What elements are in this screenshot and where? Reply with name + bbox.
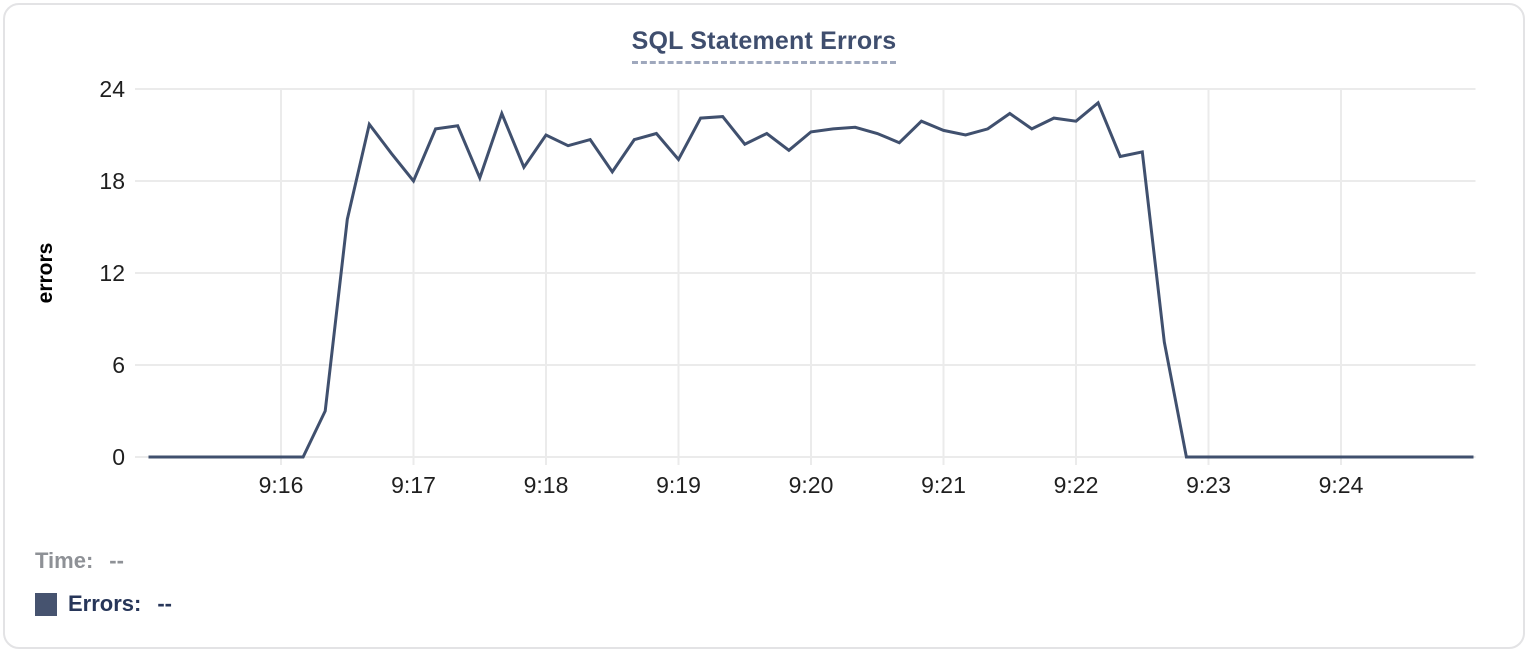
time-value: -- bbox=[109, 548, 124, 573]
errors-line-chart[interactable]: 0 6 12 18 24 9:16 9:17 9:18 9:19 9:20 9:21 9:22 9:23… bbox=[5, 65, 1528, 520]
chart-title-row: SQL Statement Errors bbox=[5, 27, 1523, 64]
errors-value: -- bbox=[157, 591, 173, 616]
x-tick-label: 9:20 bbox=[789, 472, 834, 498]
time-label: Time: bbox=[35, 548, 94, 573]
x-tick-label: 9:23 bbox=[1186, 472, 1231, 498]
y-tick-label: 24 bbox=[99, 76, 125, 102]
y-tick-label: 6 bbox=[112, 352, 125, 378]
errors-label: Errors: bbox=[68, 591, 142, 616]
y-axis-title: errors bbox=[34, 243, 57, 304]
y-tick-label: 0 bbox=[112, 444, 125, 470]
hover-readout-errors: Errors: -- bbox=[35, 591, 172, 617]
y-tick-label: 18 bbox=[99, 168, 125, 194]
errors-series-swatch bbox=[35, 592, 57, 616]
chart-title[interactable]: SQL Statement Errors bbox=[631, 27, 897, 64]
x-tick-label: 9:24 bbox=[1319, 472, 1364, 498]
x-tick-label: 9:21 bbox=[921, 472, 966, 498]
x-tick-label: 9:16 bbox=[259, 472, 304, 498]
x-tick-label: 9:19 bbox=[656, 472, 701, 498]
x-tick-label: 9:18 bbox=[524, 472, 569, 498]
hover-readout-time: Time: -- bbox=[35, 548, 124, 574]
x-tick-label: 9:17 bbox=[391, 472, 436, 498]
x-tick-label: 9:22 bbox=[1054, 472, 1099, 498]
chart-card: SQL Statement Errors 0 6 12 18 24 9:16 9:17 9:1… bbox=[3, 3, 1525, 649]
y-tick-label: 12 bbox=[99, 260, 125, 286]
errors-series-line bbox=[148, 100, 1474, 459]
